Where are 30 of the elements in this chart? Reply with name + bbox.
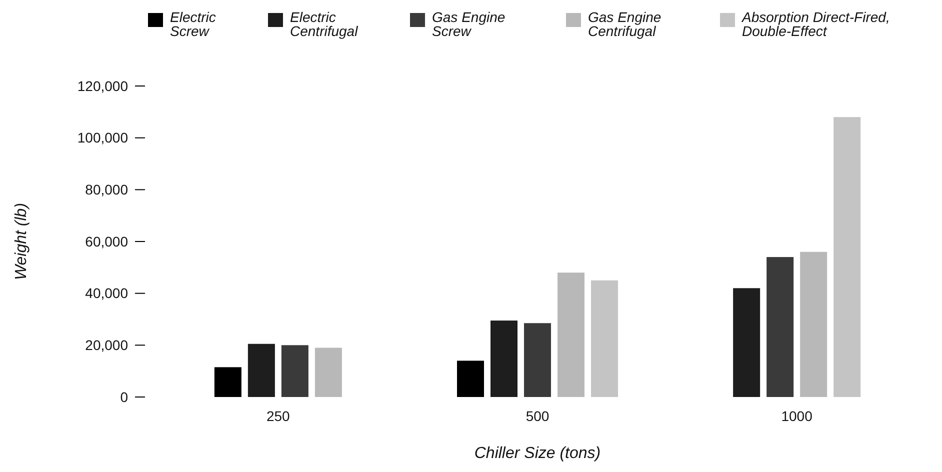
x-tick-label: 500 <box>526 408 550 424</box>
bar <box>558 272 584 397</box>
x-tick-label: 1000 <box>781 408 813 424</box>
bar <box>457 360 484 397</box>
bar <box>524 323 551 397</box>
y-tick-label: 60,000 <box>85 233 128 250</box>
legend-label: Gas Engine Centrifugal <box>588 9 662 39</box>
x-axis-title: Chiller Size (tons) <box>474 445 601 462</box>
bar <box>591 280 618 397</box>
bar <box>314 348 342 397</box>
legend-label: Gas Engine Screw <box>432 9 506 39</box>
legend-label: Electric Centrifugal <box>290 9 359 39</box>
bar <box>733 288 760 397</box>
x-tick-label: 250 <box>266 408 290 424</box>
y-tick-label: 40,000 <box>85 285 128 302</box>
bar <box>248 344 275 397</box>
bar <box>766 257 794 397</box>
y-tick-label: 0 <box>120 388 128 405</box>
bar <box>834 117 861 397</box>
bar <box>214 367 242 397</box>
y-tick-label: 100,000 <box>77 130 128 146</box>
y-tick-label: 120,000 <box>77 78 128 94</box>
y-tick-label: 80,000 <box>85 182 128 198</box>
bar <box>281 345 308 397</box>
legend-label: Absorption Direct-Fired, Double-Effect <box>741 9 890 39</box>
bar <box>800 252 828 397</box>
legend-label: Electric Screw <box>170 9 216 39</box>
bar <box>490 320 518 397</box>
y-tick-label: 20,000 <box>85 337 128 354</box>
y-axis-title: Weight (lb) <box>13 202 30 280</box>
